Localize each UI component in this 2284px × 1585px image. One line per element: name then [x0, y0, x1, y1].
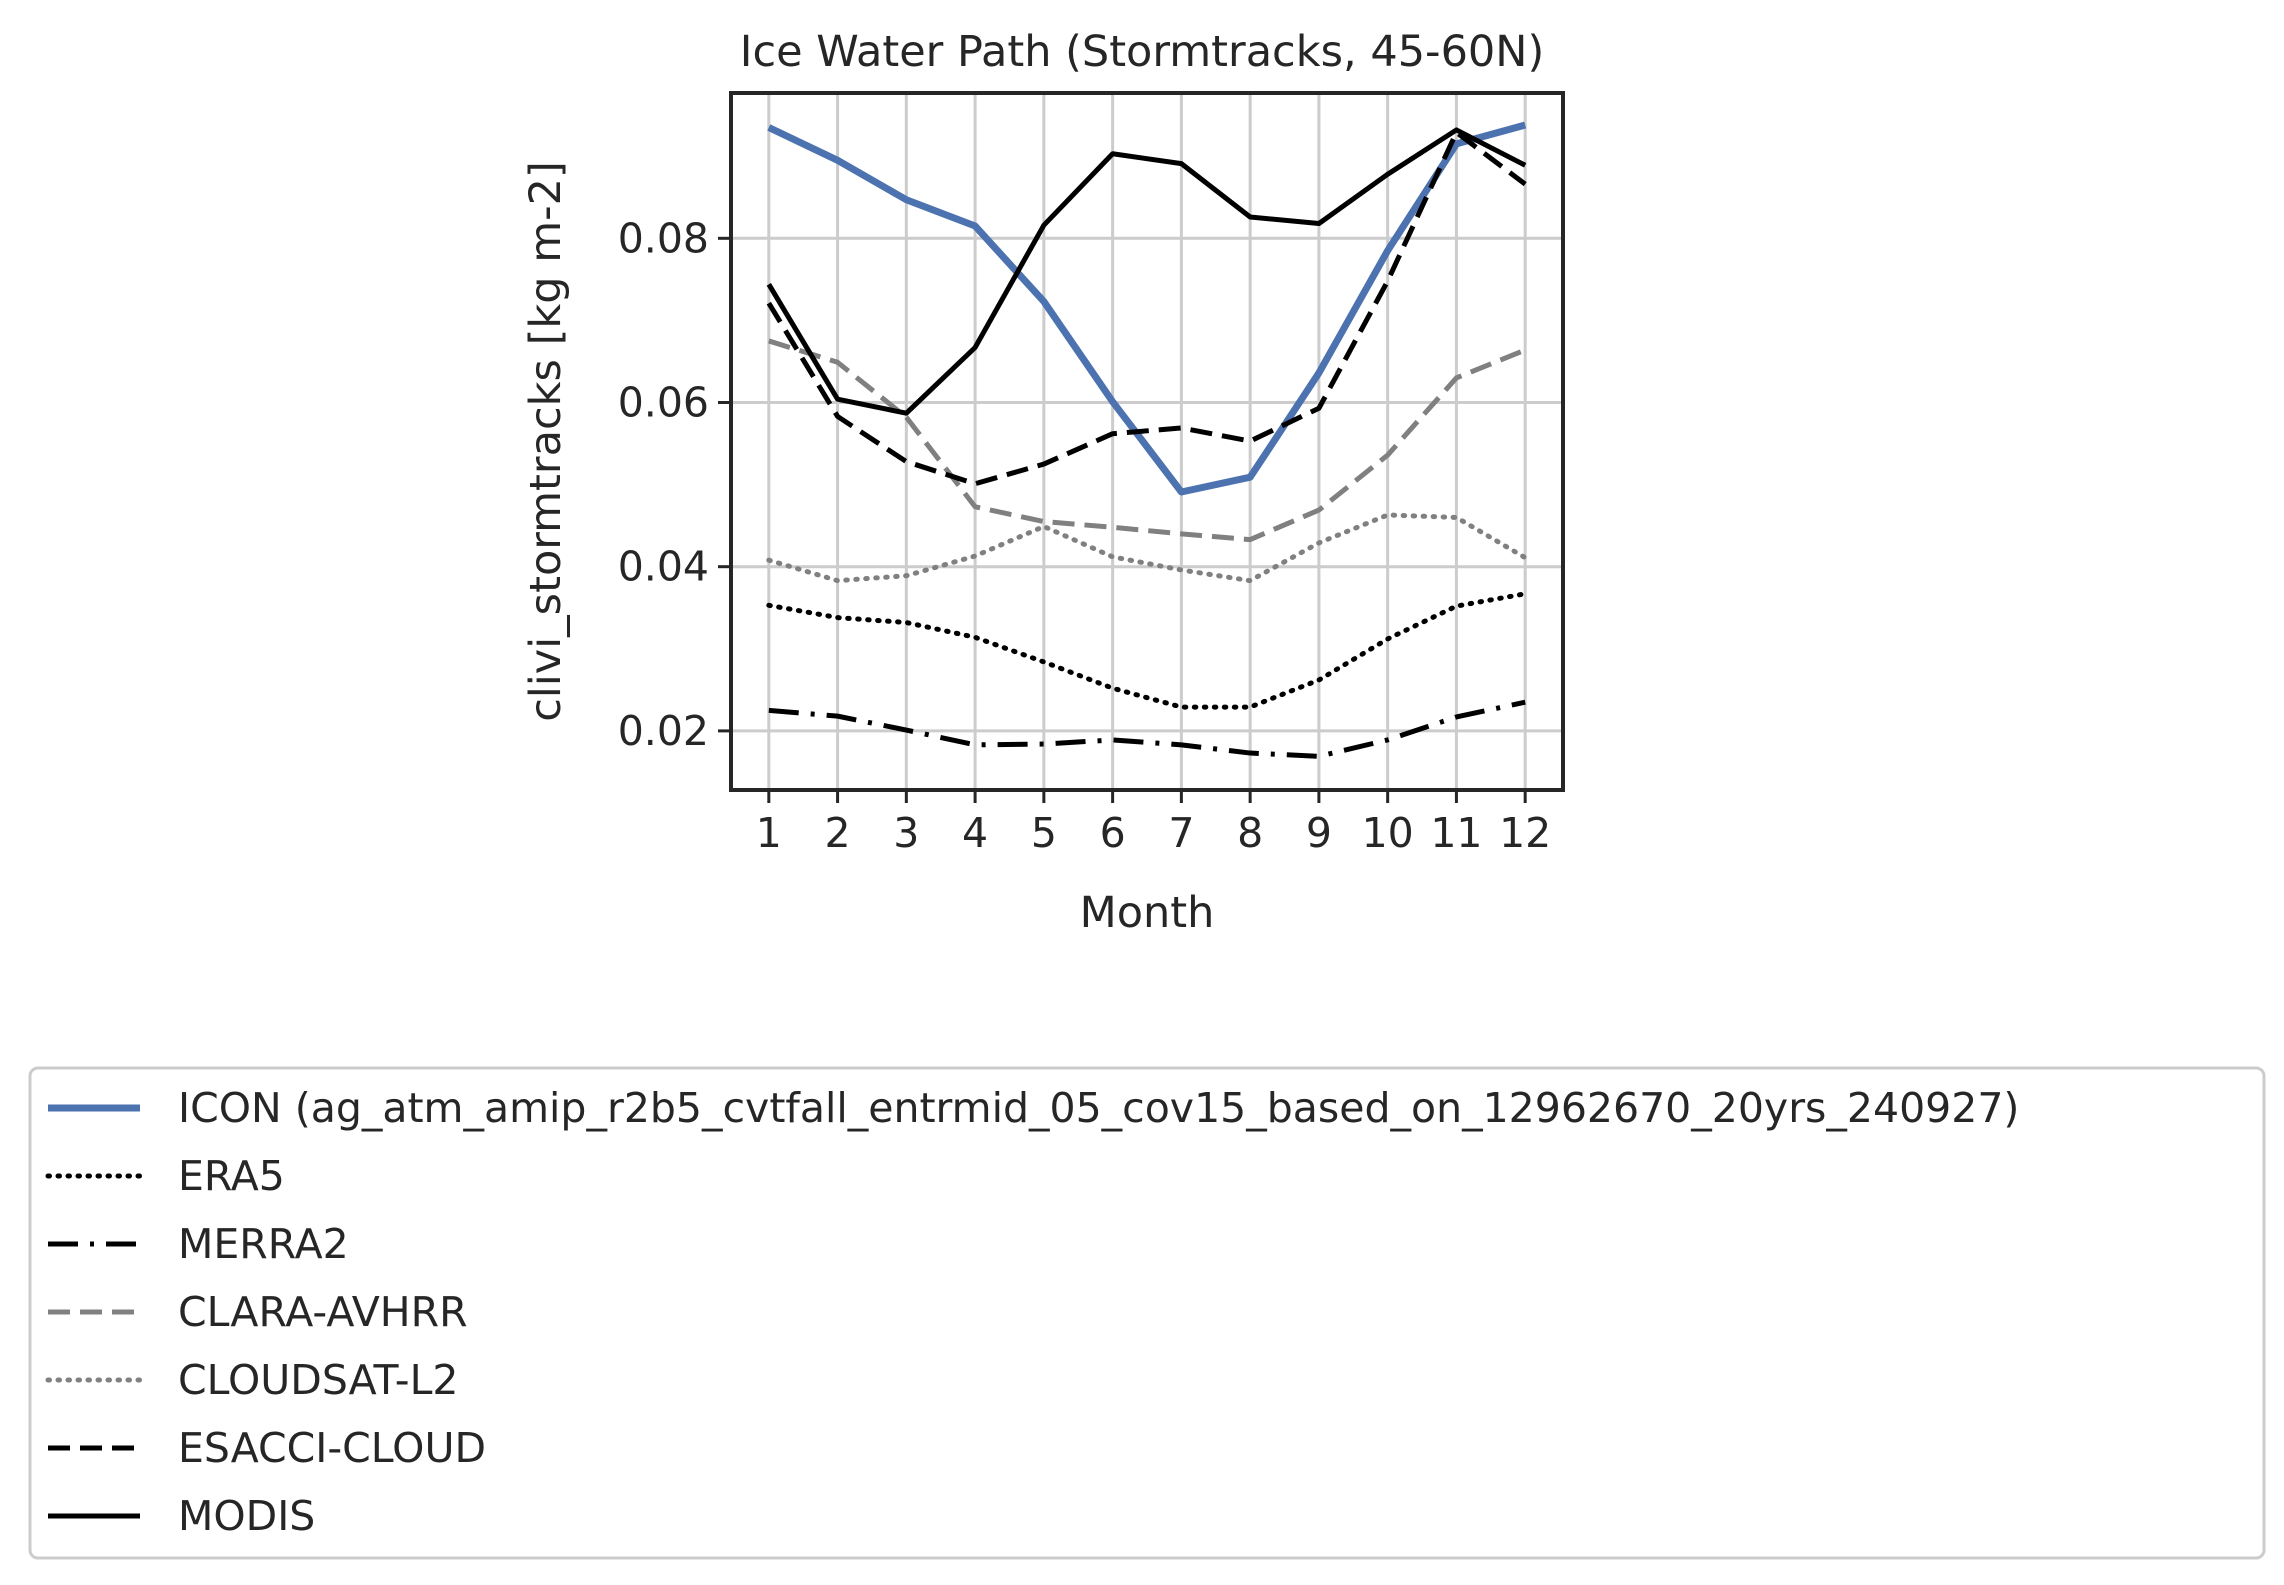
- legend-item: CLARA-AVHRR: [48, 1288, 468, 1336]
- plot-series: [766, 121, 1528, 759]
- x-tick-label: 6: [1100, 809, 1126, 857]
- legend-label: ESACCI-CLOUD: [178, 1424, 486, 1472]
- legend-label: MERRA2: [178, 1220, 349, 1268]
- series-line-5: [766, 129, 1527, 487]
- x-tick-label: 12: [1499, 809, 1551, 857]
- legend-label: CLARA-AVHRR: [178, 1288, 468, 1336]
- legend-item: CLOUDSAT-L2: [45, 1356, 459, 1404]
- chart-title: Ice Water Path (Stormtracks, 45-60N): [740, 27, 1544, 77]
- x-tick-label: 3: [893, 809, 919, 857]
- legend-item: MERRA2: [48, 1220, 349, 1268]
- y-tick-label: 0.04: [618, 543, 709, 591]
- x-tick-label: 10: [1362, 809, 1414, 857]
- x-axis-label: Month: [1080, 888, 1215, 938]
- y-tick-label: 0.06: [618, 379, 709, 427]
- legend-label: CLOUDSAT-L2: [178, 1356, 459, 1404]
- y-tick-label: 0.08: [618, 214, 709, 262]
- legend: ICON (ag_atm_amip_r2b5_cvtfall_entrmid_0…: [28, 1066, 2266, 1560]
- x-tick-label: 8: [1237, 809, 1263, 857]
- x-tick-label: 4: [962, 809, 988, 857]
- axis-ticks: 1 2 3 4 5 6 7 8 9 10 11 120.020.040.060.08: [618, 214, 1552, 857]
- x-tick-label: 2: [825, 809, 851, 857]
- y-tick-label: 0.02: [618, 707, 709, 755]
- series-line-4: [766, 512, 1528, 584]
- plot-frame: [729, 91, 1565, 792]
- x-tick-label: 1: [756, 809, 782, 857]
- legend-label: ICON (ag_atm_amip_r2b5_cvtfall_entrmid_0…: [178, 1084, 2019, 1132]
- legend-item: ICON (ag_atm_amip_r2b5_cvtfall_entrmid_0…: [48, 1084, 2019, 1132]
- series-line-2: [768, 699, 1526, 759]
- x-tick-label: 11: [1430, 809, 1482, 857]
- x-tick-label: 5: [1031, 809, 1057, 857]
- x-tick-label: 9: [1306, 809, 1332, 857]
- x-tick-label: 7: [1168, 809, 1194, 857]
- series-line-1: [766, 591, 1528, 710]
- series-line-3: [768, 338, 1527, 543]
- legend-label: ERA5: [178, 1152, 285, 1200]
- series-line-6: [766, 127, 1527, 416]
- legend-item: ERA5: [45, 1152, 285, 1200]
- legend-frame: [28, 1066, 2266, 1560]
- grid-lines: [731, 93, 1563, 790]
- series-line-0: [767, 121, 1527, 496]
- legend-item: MODIS: [48, 1492, 315, 1540]
- legend-item: ESACCI-CLOUD: [48, 1424, 486, 1472]
- y-axis-label: clivi_stormtracks [kg m-2]: [521, 161, 571, 722]
- legend-label: MODIS: [178, 1492, 315, 1540]
